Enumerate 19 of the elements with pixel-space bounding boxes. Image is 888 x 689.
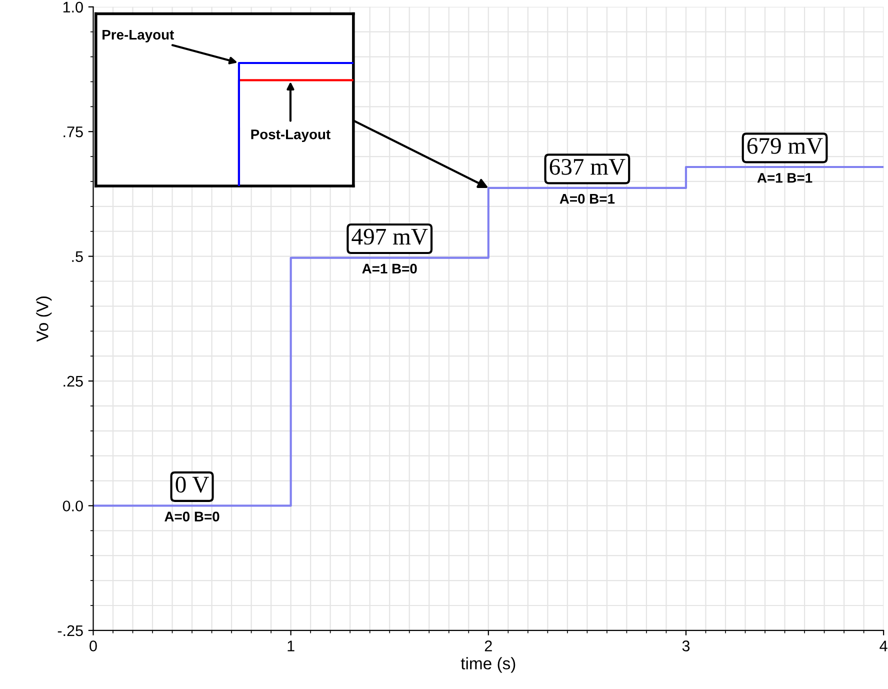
- annotation: Post-Layout: [251, 130, 330, 142]
- x-tick-label: 2: [484, 640, 492, 652]
- annotation: 637 mV A=0 B=1: [550, 158, 626, 204]
- x-tick-label: 0: [90, 640, 97, 652]
- annotation: 0 V A=0 B=0: [164, 476, 220, 522]
- annotation: 679 mV A=1 B=1: [747, 138, 823, 183]
- y-tick-label: 0.0: [62, 500, 83, 512]
- annotation: 497 mV A=1 B=0: [352, 228, 428, 274]
- x-axis-title: time (s): [460, 657, 516, 673]
- y-tick-label: -.25: [58, 625, 83, 636]
- y-tick-label: 1.0: [63, 2, 83, 13]
- x-tick-label: 1: [288, 640, 294, 652]
- y-tick-label: .25: [64, 376, 83, 387]
- x-tick-label: 3: [682, 640, 690, 652]
- y-axis-title: Vo (V): [36, 296, 52, 342]
- y-tick-label: .75: [64, 126, 83, 138]
- x-tick-label: 4: [880, 640, 888, 652]
- annotation: Pre-Layout: [102, 30, 174, 42]
- y-tick-label: .5: [72, 251, 83, 262]
